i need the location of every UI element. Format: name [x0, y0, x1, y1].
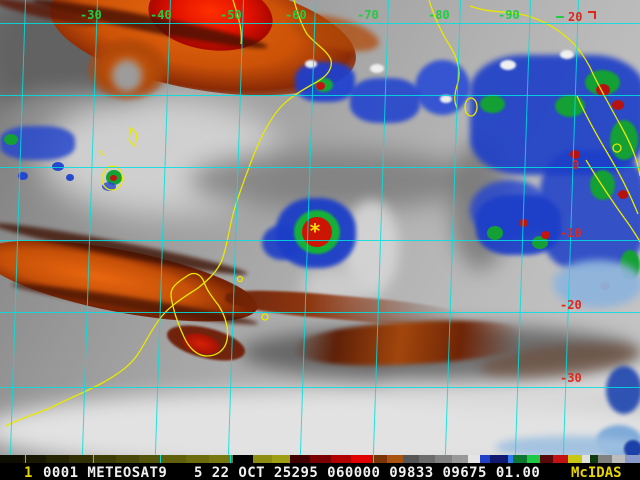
deep-blue-cloud — [606, 366, 640, 414]
deep-blue-cloud — [624, 440, 640, 455]
colorbar-segment — [162, 455, 186, 463]
cold-cloud-core — [618, 190, 628, 199]
enhancement-colorbar — [0, 455, 640, 463]
gridline-horizontal — [0, 387, 640, 388]
colorbar-tick — [160, 455, 161, 463]
longitude-label: -50 — [220, 8, 242, 22]
colorbar-segment — [46, 455, 69, 463]
colorbar-segment — [419, 455, 435, 463]
colorbar-segment — [290, 455, 310, 463]
overlapped-label-fragment — [556, 16, 564, 18]
latitude-label: 0 — [572, 158, 580, 172]
colorbar-segment — [590, 455, 598, 463]
colorbar-segment — [568, 455, 582, 463]
latitude-label: -10 — [560, 226, 582, 240]
colorbar-segment — [351, 455, 372, 463]
cold-cloud-core — [570, 150, 580, 159]
frame-number: 1 — [24, 465, 33, 480]
cloud-fleck — [440, 95, 452, 103]
colorbar-segment — [310, 455, 331, 463]
colorbar-segment — [540, 455, 553, 463]
colorbar-tick — [463, 455, 464, 463]
colorbar-tick — [25, 455, 26, 463]
longitude-label: -80 — [428, 8, 450, 22]
colorbar-segment — [253, 455, 272, 463]
colorbar-segment — [435, 455, 452, 463]
colorbar-tick — [230, 455, 231, 463]
colorbar-segment — [527, 455, 540, 463]
colorbar-segment — [508, 455, 513, 463]
gridline-horizontal — [0, 312, 640, 313]
colorbar-segment — [272, 455, 290, 463]
colorbar-segment — [209, 455, 233, 463]
latitude-label: -30 — [560, 371, 582, 385]
colorbar-segment — [331, 455, 351, 463]
cold-cloud-core — [610, 120, 638, 160]
colorbar-segment — [387, 455, 403, 463]
colorbar-segment — [553, 455, 568, 463]
convection-cluster — [102, 182, 116, 191]
colorbar-segment — [480, 455, 490, 463]
overlapped-label-fragment — [594, 11, 596, 19]
cold-cloud-core — [555, 95, 585, 117]
colorbar-segment — [452, 455, 468, 463]
colorbar-segment — [139, 455, 162, 463]
cold-cloud-core — [487, 226, 503, 240]
convection-cluster — [476, 195, 561, 255]
cold-cloud-core — [612, 100, 624, 110]
storm-marker[interactable]: * — [309, 219, 322, 243]
cloud-fleck — [500, 60, 516, 70]
colorbar-segment — [612, 455, 625, 463]
cloud-fleck — [305, 60, 317, 68]
colorbar-segment — [403, 455, 419, 463]
cold-cloud-core — [4, 134, 18, 145]
colorbar-segment — [598, 455, 612, 463]
cold-cloud-core — [532, 236, 548, 249]
latitude-label: 20 — [568, 10, 583, 24]
gridline-horizontal — [0, 95, 640, 96]
gridline-horizontal — [0, 23, 640, 24]
cloud-layer — [112, 60, 142, 92]
status-bar: 1 0001 METEOSAT9 5 22 OCT 25295 060000 0… — [0, 463, 640, 480]
mcidas-brand: McIDAS — [571, 465, 622, 480]
colorbar-segment — [582, 455, 590, 463]
longitude-label: -70 — [357, 8, 379, 22]
colorbar-segment — [233, 455, 253, 463]
convection-cluster — [415, 60, 470, 115]
colorbar-segment — [186, 455, 209, 463]
convection-cluster — [66, 174, 74, 181]
cold-cloud-core — [316, 82, 325, 90]
image-status-text: 0001 METEOSAT9 5 22 OCT 25295 060000 098… — [43, 465, 541, 480]
gridline-horizontal — [0, 167, 640, 168]
coast-island — [261, 313, 269, 321]
colorbar-segment — [625, 455, 640, 463]
longitude-label: -90 — [498, 8, 520, 22]
cloud-fleck — [560, 50, 574, 59]
colorbar-segment — [116, 455, 139, 463]
coast-island — [236, 275, 244, 283]
cold-cloud-core — [541, 231, 550, 239]
colorbar-segment — [92, 455, 116, 463]
cold-cloud-core — [480, 95, 505, 113]
colorbar-segment — [23, 455, 46, 463]
satellite-image[interactable]: * -30 -40 -50 -60 -70 -80 -90 20 0 -10 -20 -30 — [0, 0, 640, 455]
colorbar-segment — [468, 455, 480, 463]
colorbar-segment — [372, 455, 387, 463]
cloud-fleck — [370, 64, 384, 73]
colorbar-tick — [373, 455, 374, 463]
longitude-label: -60 — [285, 8, 307, 22]
colorbar-segment — [513, 455, 527, 463]
light-blue-cloud — [495, 436, 640, 455]
colorbar-tick — [93, 455, 94, 463]
latitude-label: -20 — [560, 298, 582, 312]
colorbar-segment — [490, 455, 508, 463]
colorbar-segment — [69, 455, 92, 463]
longitude-label: -40 — [150, 8, 172, 22]
longitude-label: -30 — [80, 8, 102, 22]
cold-cloud-core — [590, 170, 615, 200]
colorbar-segment — [0, 455, 23, 463]
cold-cloud-core — [110, 175, 117, 181]
